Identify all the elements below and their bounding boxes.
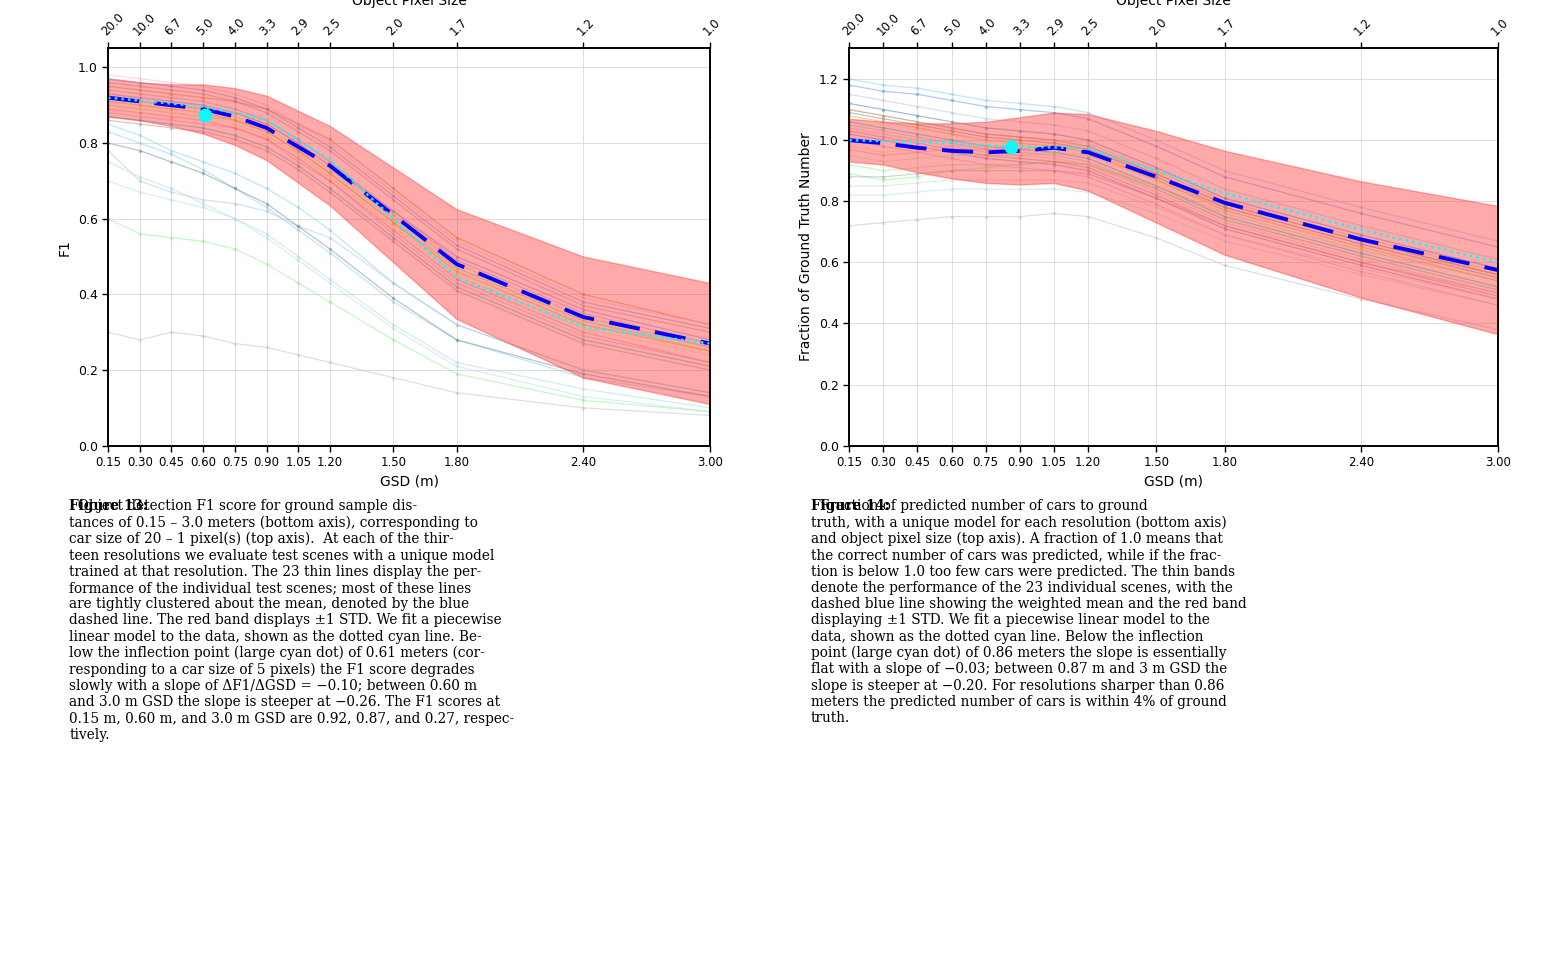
X-axis label: Object Pixel Size: Object Pixel Size <box>1116 0 1231 8</box>
Text: Fraction of predicted number of cars to ground
truth, with a unique model for ea: Fraction of predicted number of cars to … <box>811 499 1246 725</box>
X-axis label: Object Pixel Size: Object Pixel Size <box>352 0 466 8</box>
X-axis label: GSD (m): GSD (m) <box>380 475 438 488</box>
Text: Figure 13:: Figure 13: <box>69 499 148 513</box>
Point <box>193 108 218 123</box>
Point <box>999 139 1024 154</box>
Text: Figure 14:: Figure 14: <box>811 499 889 513</box>
Y-axis label: Fraction of Ground Truth Number: Fraction of Ground Truth Number <box>800 133 814 361</box>
Y-axis label: F1: F1 <box>59 238 73 256</box>
Text: Object detection F1 score for ground sample dis-
tances of 0.15 – 3.0 meters (bo: Object detection F1 score for ground sam… <box>69 499 514 741</box>
X-axis label: GSD (m): GSD (m) <box>1144 475 1203 488</box>
